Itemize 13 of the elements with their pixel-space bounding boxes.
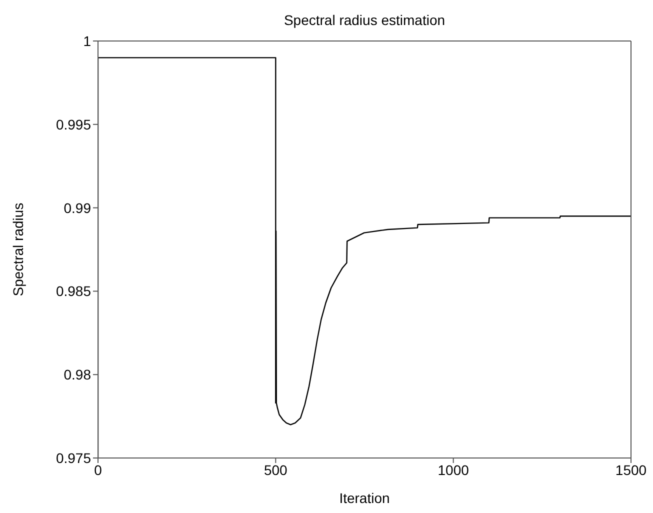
x-tick-label: 500 <box>264 462 288 478</box>
y-tick-label: 1 <box>83 32 92 49</box>
y-tick-label: 0.985 <box>56 283 92 300</box>
x-tick-label: 0 <box>94 462 102 478</box>
y-tick-label: 0.975 <box>56 450 92 466</box>
y-axis-title: Spectral radius <box>10 202 26 296</box>
x-tick-label: 1000 <box>438 462 470 478</box>
y-tick-label: 0.98 <box>64 366 92 383</box>
y-tick-label: 0.995 <box>56 116 92 132</box>
y-tick-label: 0.99 <box>64 200 92 216</box>
x-axis-title: Iteration <box>339 490 390 506</box>
chart-title: Spectral radius estimation <box>282 12 446 28</box>
x-tick-label: 1500 <box>615 462 647 478</box>
